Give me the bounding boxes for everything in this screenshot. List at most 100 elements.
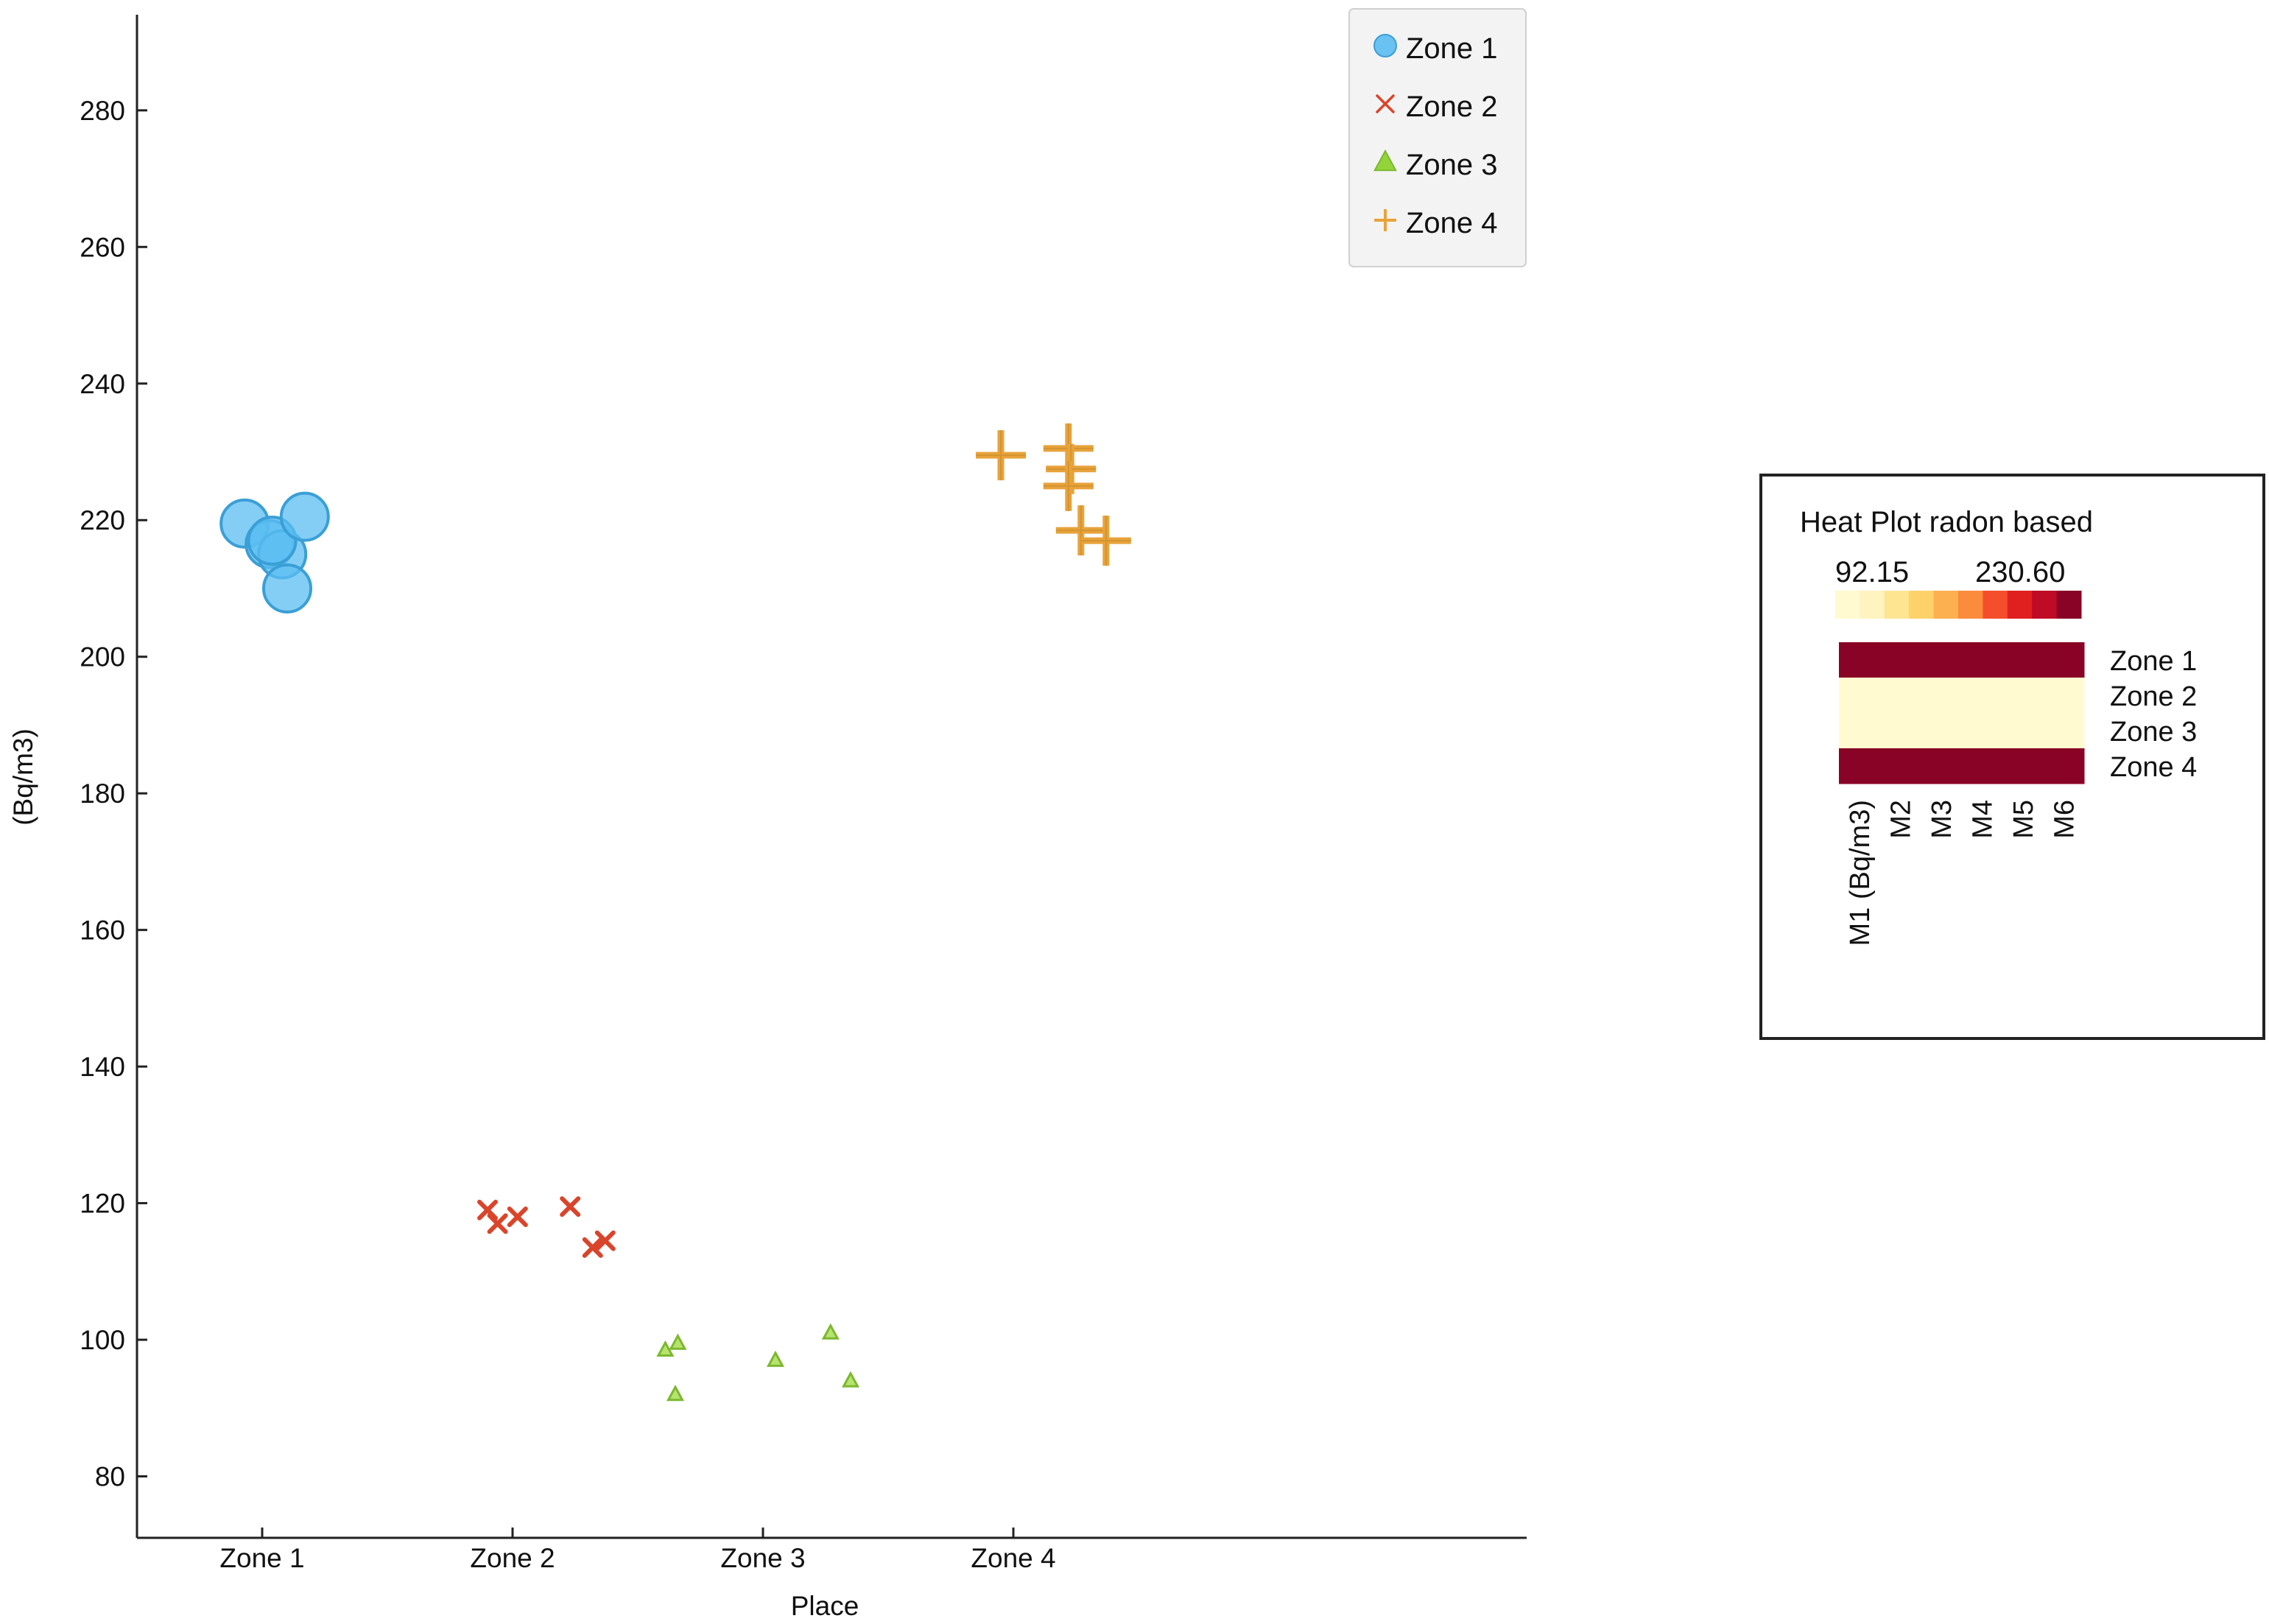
colorbar-segment [1933,591,1959,619]
heatmap-cell [1879,748,1921,784]
heatmap-column-labels: M1 (Bq/m3) M2 M3 M4 M5 M6 [1845,800,2080,946]
data-point [656,1340,675,1357]
y-tick-label: 100 [80,1325,125,1355]
heatmap-cell [2043,748,2085,784]
legend-box [1348,8,1527,267]
heatmap-cell [1839,642,1880,678]
legend-marker [1373,149,1397,172]
data-point [821,1323,840,1340]
y-tick-label: 180 [80,778,125,809]
heatmap-cell [1921,748,1962,784]
heatmap-cell [1879,678,1921,714]
data-point [766,1350,785,1367]
heatmap-row-label: Zone 2 [2110,681,2197,712]
heatmap-cell [1961,713,2003,749]
x-tick-label: Zone 1 [219,1543,304,1573]
data-point [669,1333,687,1350]
heatmap-cell [1839,713,1880,749]
y-tick-label: 200 [80,642,125,672]
heatmap-column-label: M1 (Bq/m3) [1845,800,1876,946]
data-point [477,1199,498,1220]
heatmap-cell [2002,713,2044,749]
y-tick-label: 80 [95,1462,125,1492]
data-point [841,1371,860,1388]
legend-label: Zone 3 [1406,149,1498,181]
y-tick-label: 240 [80,369,125,399]
colorbar [1835,591,2082,619]
colorbar-max-label: 230.60 [1975,556,2065,588]
heatmap-column-label: M4 [1967,800,1998,839]
y-tick-label: 260 [80,232,125,262]
heatmap-cell [1839,678,1880,714]
legend: Zone 1 Zone 2 Zone 3 Zone 4 [1348,8,1527,267]
heatmap-cell [2002,678,2044,714]
y-tick-label: 160 [80,915,125,946]
data-point [560,1196,581,1217]
colorbar-segment [1983,591,2008,619]
heatmap-column-label: M6 [2049,800,2080,839]
heatmap-cell [1921,678,1962,714]
x-tick-label: Zone 4 [971,1543,1055,1573]
data-point [976,430,1026,481]
heatmap-column-label: M3 [1927,800,1957,839]
x-tick-label: Zone 2 [470,1543,555,1573]
colorbar-segment [2056,591,2082,619]
x-axis-label: Place [791,1591,859,1621]
colorbar-segment [1835,591,1860,619]
x-tick-label: Zone 3 [720,1543,805,1573]
data-point [262,563,312,614]
legend-marker [1376,94,1395,113]
heatmap-column-label: M5 [2008,800,2039,839]
legend-label: Zone 4 [1406,207,1498,239]
y-tick-label: 120 [80,1189,125,1219]
data-point [1043,460,1094,511]
heatmap-title: Heat Plot radon based [1800,506,2093,538]
heatmap-cell [1961,678,2003,714]
y-tick-label: 280 [80,96,125,126]
heatmap-cell [1961,642,2003,678]
heatmap-row-label: Zone 1 [2110,646,2197,677]
heatmap-cell [2043,678,2085,714]
colorbar-min-label: 92.15 [1835,556,1909,588]
data-point [594,1230,616,1251]
heatmap-row-label: Zone 3 [2110,717,2197,748]
data-points [219,423,1131,1402]
heatmap-cell [1879,642,1921,678]
heatmap-cell [2002,748,2044,784]
heatmap-cell [2043,642,2085,678]
data-point [507,1206,528,1228]
legend-marker [1373,34,1397,57]
colorbar-segment [1958,591,1983,619]
y-ticks: 80 100 120 140 160 180 200 220 240 260 280 [80,96,147,1492]
colorbar-segment [2007,591,2033,619]
y-axis-label: (Bq/m3) [8,728,38,826]
x-ticks: Zone 1 Zone 2 Zone 3 Zone 4 [219,1528,1056,1573]
heatmap-cell [1839,748,1880,784]
heatmap-cell [2043,713,2085,749]
heatmap-cells [1839,642,2085,784]
colorbar-segment [1884,591,1910,619]
legend-label: Zone 2 [1406,91,1498,123]
colorbar-segment [1860,591,1885,619]
colorbar-segment [1909,591,1935,619]
data-point [582,1237,603,1258]
data-point [1080,516,1131,566]
colorbar-segment [2032,591,2058,619]
heatmap-cell [1961,748,2003,784]
data-point [1055,505,1106,556]
legend-marker [1374,209,1396,231]
heatmap-panel: Heat Plot radon based 92.15 230.60 Zone … [1759,474,2265,1040]
heatmap-row-label: Zone 4 [2110,752,2197,783]
y-tick-label: 140 [80,1052,125,1082]
heatmap-row-labels: Zone 1 Zone 2 Zone 3 Zone 4 [2110,646,2197,783]
heatmap-column-label: M2 [1885,800,1916,839]
heatmap-cell [1921,713,1962,749]
y-tick-label: 220 [80,505,125,535]
heatmap-cell [2002,642,2044,678]
data-point [666,1385,685,1402]
data-point [487,1213,508,1234]
data-point [279,491,330,542]
heatmap-cell [1921,642,1962,678]
heatmap-cell [1879,713,1921,749]
